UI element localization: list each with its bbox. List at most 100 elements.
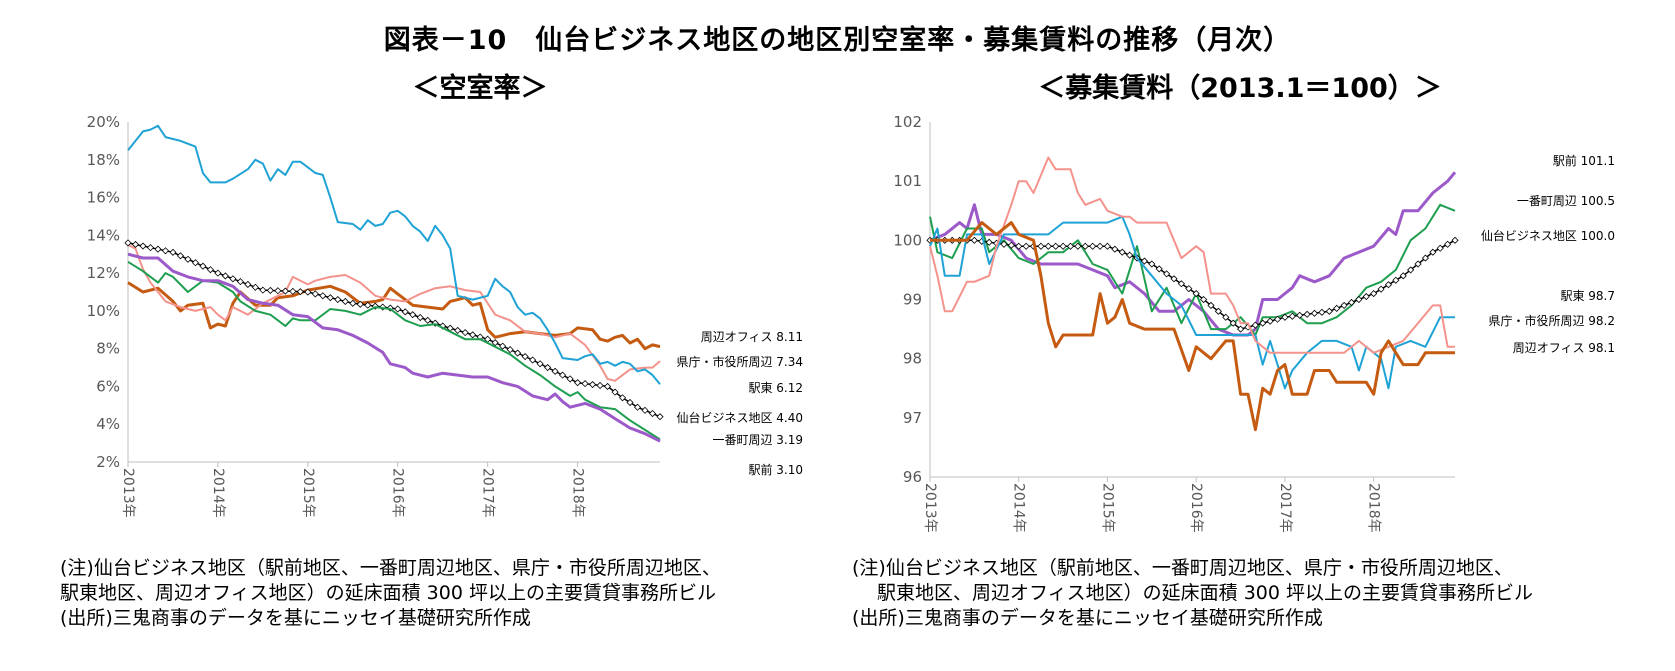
series-marker xyxy=(506,346,514,354)
series-marker xyxy=(529,356,537,364)
series-marker xyxy=(1222,313,1230,321)
y-tick-label: 2% xyxy=(96,453,120,471)
series-marker xyxy=(1355,295,1363,304)
series-marker xyxy=(304,288,312,296)
series-label-駅東: 駅東 98.7 xyxy=(1560,289,1615,303)
series-marker xyxy=(259,286,267,294)
series-marker xyxy=(401,308,409,316)
series-marker xyxy=(1236,325,1245,333)
series-marker xyxy=(296,288,304,296)
series-marker xyxy=(1163,270,1171,278)
series-label-一番町周辺: 一番町周辺 100.5 xyxy=(1517,194,1615,208)
series-marker xyxy=(461,329,469,337)
series-marker xyxy=(334,295,342,304)
x-tick-label: 2016年 xyxy=(390,468,406,518)
series-marker xyxy=(581,380,589,388)
note-left-line-1: (注)仙台ビジネス地区（駅前地区、一番町周辺地区、県庁・市役所周辺地区、 xyxy=(60,557,721,579)
y-tick-label: 98 xyxy=(903,350,922,368)
series-marker xyxy=(1296,311,1304,319)
series-marker xyxy=(1126,251,1134,259)
series-marker xyxy=(641,406,649,414)
series-marker xyxy=(544,363,552,372)
series-marker xyxy=(1451,236,1459,244)
series-marker xyxy=(1303,310,1311,318)
series-line-周辺オフィス xyxy=(930,221,1455,432)
series-marker xyxy=(176,252,185,260)
series-marker xyxy=(236,278,244,286)
series-marker xyxy=(1444,240,1452,248)
series-label-周辺オフィス: 周辺オフィス 8.11 xyxy=(701,330,803,344)
series-marker xyxy=(1392,276,1400,284)
y-tick-label: 12% xyxy=(87,264,120,282)
series-marker xyxy=(1007,241,1015,249)
series-marker xyxy=(199,262,207,270)
x-tick-label: 2016年 xyxy=(1188,483,1204,533)
y-tick-label: 96 xyxy=(903,468,922,486)
y-tick-label: 16% xyxy=(87,189,120,207)
series-marker xyxy=(521,352,529,361)
note-right: (注)仙台ビジネス地区（駅前地区、一番町周辺地区、県庁・市役所周辺地区、 駅東地… xyxy=(852,556,1533,631)
series-marker xyxy=(618,394,627,402)
series-marker xyxy=(514,349,522,357)
series-marker xyxy=(1259,319,1267,327)
y-tick-label: 20% xyxy=(87,113,120,131)
x-tick-label: 2014年 xyxy=(1011,483,1027,533)
series-marker xyxy=(1185,285,1193,293)
x-tick-label: 2018年 xyxy=(570,468,586,518)
series-marker xyxy=(1325,307,1333,315)
series-marker xyxy=(349,299,357,307)
series-label-駅東: 駅東 6.12 xyxy=(748,381,803,395)
series-marker xyxy=(154,245,162,253)
series-marker xyxy=(985,238,993,246)
y-tick-label: 10% xyxy=(87,302,120,320)
series-line-一番町周辺 xyxy=(127,260,661,441)
series-marker xyxy=(251,283,259,291)
note-right-line-2: 駅東地区、周辺オフィス地区）の延床面積 300 坪以上の主要賃貸事務所ビル xyxy=(852,582,1534,604)
series-marker xyxy=(184,255,192,263)
x-tick-label: 2014年 xyxy=(210,468,226,518)
series-marker xyxy=(1000,240,1008,248)
series-marker xyxy=(1318,308,1326,316)
note-right-line-3: (出所)三鬼商事のデータを基にニッセイ基礎研究所作成 xyxy=(852,607,1323,629)
series-marker xyxy=(1207,301,1215,309)
series-marker xyxy=(1310,309,1319,317)
series-marker xyxy=(214,269,222,277)
series-line-県庁-市役所周辺 xyxy=(127,243,661,382)
x-tick-label: 2017年 xyxy=(1277,483,1293,533)
series-marker xyxy=(611,388,619,396)
series-marker xyxy=(1414,260,1422,268)
series-line-周辺オフィス xyxy=(127,281,661,351)
series-marker xyxy=(1155,265,1163,273)
note-left: (注)仙台ビジネス地区（駅前地区、一番町周辺地区、県庁・市役所周辺地区、 駅東地… xyxy=(60,556,721,631)
x-tick-label: 2013年 xyxy=(922,483,938,533)
series-marker xyxy=(161,247,170,255)
series-marker xyxy=(319,292,327,300)
series-marker xyxy=(656,413,664,421)
series-label-周辺オフィス: 周辺オフィス 98.1 xyxy=(1513,341,1615,355)
series-marker xyxy=(124,239,132,247)
series-marker xyxy=(394,305,402,313)
series-marker xyxy=(266,286,274,294)
series-label-駅前: 駅前 101.1 xyxy=(1553,153,1615,168)
vacancy-chart-title: ＜空室率＞ xyxy=(412,73,548,104)
series-marker xyxy=(364,301,372,309)
x-tick-label: 2015年 xyxy=(300,468,316,518)
x-tick-label: 2015年 xyxy=(1099,483,1115,533)
series-marker xyxy=(574,379,582,387)
series-marker xyxy=(633,403,642,411)
series-marker xyxy=(1384,281,1393,289)
series-marker xyxy=(1089,242,1097,250)
series-marker xyxy=(289,287,297,295)
series-label-駅前: 駅前 3.10 xyxy=(748,462,803,477)
series-marker xyxy=(1214,307,1222,315)
series-marker xyxy=(1251,321,1259,329)
series-marker xyxy=(566,375,574,383)
series-marker xyxy=(1273,315,1282,323)
series-marker xyxy=(1266,317,1274,325)
x-tick-label: 2013年 xyxy=(120,468,136,518)
y-tick-label: 100 xyxy=(893,231,922,249)
series-marker xyxy=(1022,242,1030,250)
series-marker xyxy=(1407,266,1415,274)
series-label-県庁-市役所周辺: 県庁・市役所周辺 7.34 xyxy=(676,354,803,369)
series-marker xyxy=(1096,242,1104,250)
